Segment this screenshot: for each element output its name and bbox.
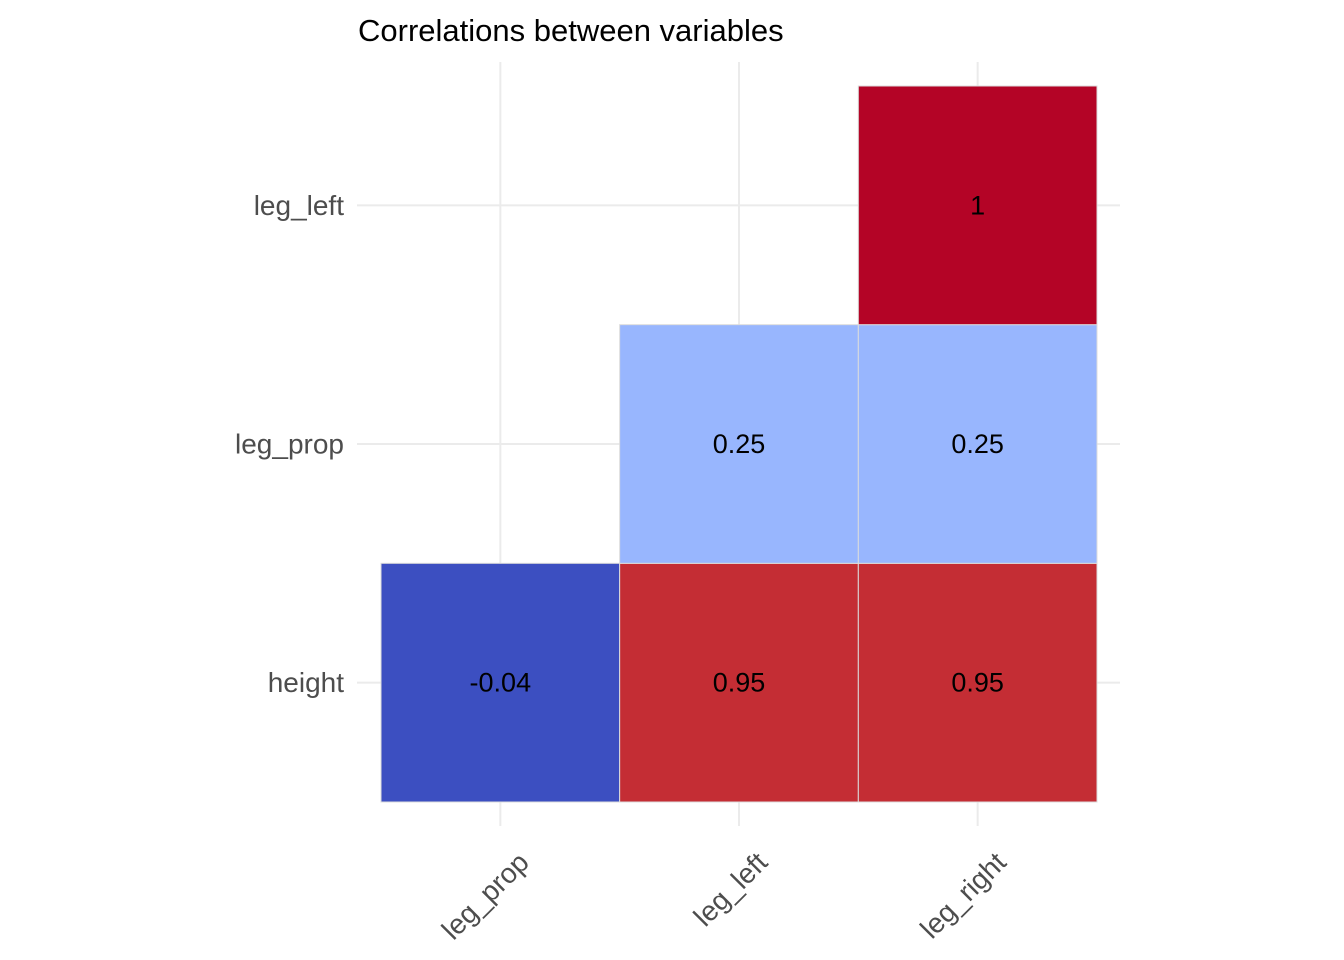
x-axis-tick-labels: leg_prop leg_left leg_right bbox=[436, 846, 1012, 945]
cell-label-leg-right-leg-prop: 0.25 bbox=[951, 429, 1004, 459]
y-tick-label-leg-prop: leg_prop bbox=[235, 429, 344, 460]
x-tick-label-leg-left: leg_left bbox=[688, 846, 774, 932]
heatmap-cell-leg-prop-height bbox=[380, 562, 621, 803]
chart-title: Correlations between variables bbox=[358, 13, 784, 48]
cell-label-leg-left-leg-prop: 0.25 bbox=[713, 429, 766, 459]
y-tick-label-leg-left: leg_left bbox=[254, 190, 345, 221]
y-tick-label-height: height bbox=[268, 667, 345, 698]
cell-label-leg-right-height: 0.95 bbox=[951, 668, 1004, 698]
heatmap-cell-leg-right-leg-prop bbox=[857, 324, 1098, 564]
cell-value-labels: -0.04 0.95 0.95 0.25 0.25 1 bbox=[470, 190, 1004, 697]
heatmap-cell-leg-left-leg-prop bbox=[619, 324, 859, 564]
heatmap-cells bbox=[380, 85, 1098, 803]
heatmap-cell-leg-right-height bbox=[857, 562, 1098, 803]
x-tick-label-leg-right: leg_right bbox=[914, 846, 1012, 944]
x-tick-label-leg-prop: leg_prop bbox=[436, 846, 535, 945]
cell-label-leg-left-height: 0.95 bbox=[713, 668, 766, 698]
cell-label-leg-right-leg-left: 1 bbox=[970, 190, 985, 220]
y-axis-tick-labels: height leg_prop leg_left bbox=[235, 190, 344, 698]
cell-label-leg-prop-height: -0.04 bbox=[470, 668, 532, 698]
heatmap-cell-leg-right-leg-left bbox=[857, 85, 1098, 326]
